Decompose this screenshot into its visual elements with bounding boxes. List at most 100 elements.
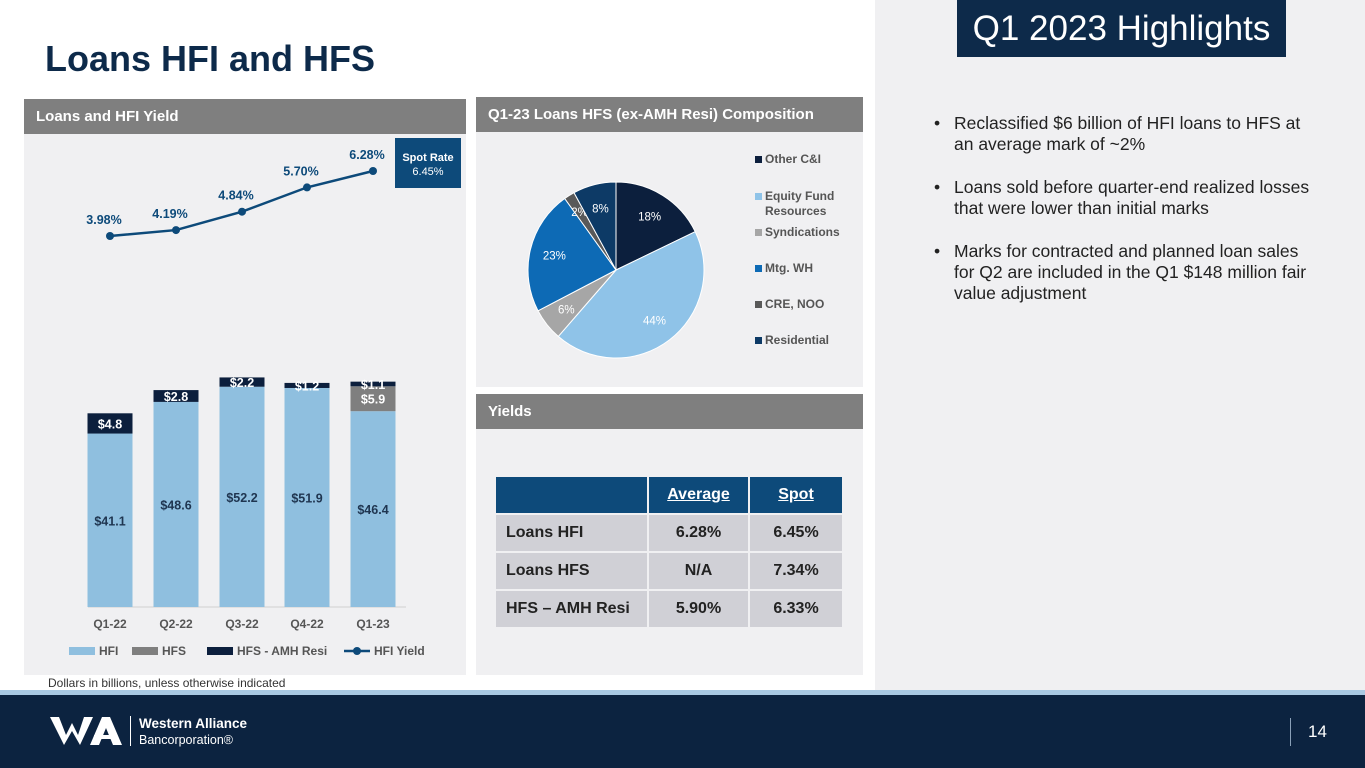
- spot-cell: 7.34%: [750, 553, 842, 589]
- spot-cell: 6.33%: [750, 591, 842, 627]
- row-label: HFS – AMH Resi: [496, 591, 647, 627]
- bar-hfi: [87, 433, 133, 607]
- hfi-yield-point: [303, 183, 311, 192]
- legend-swatch: [132, 647, 158, 655]
- legend-label: Syndications: [765, 225, 840, 239]
- legend-swatch: [755, 265, 762, 272]
- bar-data-label: $51.9: [291, 491, 322, 505]
- bar-data-label: $4.8: [98, 417, 122, 431]
- spot-cell: 6.45%: [750, 515, 842, 551]
- highlight-bullet: Marks for contracted and planned loan sa…: [932, 241, 1317, 304]
- bar-hfs: [350, 386, 396, 412]
- x-tick-label: Q4-22: [290, 617, 324, 631]
- yields-header-spot: Spot: [750, 477, 842, 513]
- legend-swatch: [755, 337, 762, 344]
- highlight-bullet: Reclassified $6 billion of HFI loans to …: [932, 113, 1317, 155]
- bar-data-label: $1.1: [361, 378, 385, 392]
- bar-data-label: $2.8: [164, 390, 188, 404]
- table-row: Loans HFS N/A 7.34%: [496, 553, 842, 589]
- loans-panel-header: Loans and HFI Yield: [24, 99, 466, 134]
- bar-data-label: $1.2: [295, 379, 319, 393]
- loans-bar-chart: $41.1 $4.8 Q1-22 $48.6 $2.8 Q2-22 $52.2 $2.2 Q3-…: [69, 148, 425, 658]
- highlight-bullet: Loans sold before quarter-end realized l…: [932, 177, 1317, 219]
- legend-swatch: [755, 301, 762, 308]
- table-row: HFS – AMH Resi 5.90% 6.33%: [496, 591, 842, 627]
- hfi-yield-label: 4.19%: [152, 207, 187, 221]
- bar-data-label: $5.9: [361, 393, 385, 407]
- average-cell: 5.90%: [649, 591, 748, 627]
- page-number-divider: [1290, 718, 1291, 746]
- bar-hfs-amh-resi: [350, 381, 396, 387]
- pie-slice-mtg-wh: [527, 197, 617, 312]
- bar-hfi: [284, 387, 330, 607]
- page-title: Loans HFI and HFS: [45, 38, 376, 79]
- average-cell: 6.28%: [649, 515, 748, 551]
- legend-swatch: [755, 156, 762, 163]
- bar-hfs-amh-resi: [153, 390, 199, 402]
- company-name-line2: Bancorporation®: [139, 733, 233, 747]
- x-tick-label: Q3-22: [225, 617, 259, 631]
- legend-label: HFI: [99, 644, 118, 658]
- bar-data-label: $46.4: [357, 503, 388, 517]
- legend-label: Residential: [765, 333, 829, 347]
- legend-label: CRE, NOO: [765, 297, 824, 311]
- company-name-line1: Western Alliance: [139, 716, 248, 731]
- legend-label: Other C&I: [765, 152, 821, 166]
- hfi-yield-label: 4.84%: [218, 189, 253, 203]
- pie-slice-label: 44%: [643, 315, 666, 327]
- company-logo-icon: [50, 717, 122, 745]
- x-tick-label: Q1-22: [93, 617, 127, 631]
- pie-slice-label: 6%: [558, 304, 575, 316]
- bar-hfs-amh-resi: [87, 413, 133, 434]
- yields-table-header: Average Spot: [496, 477, 842, 513]
- bar-data-label: $52.2: [226, 491, 257, 505]
- legend-label: HFI Yield: [374, 644, 425, 658]
- bar-hfi: [350, 411, 396, 607]
- footnote: Dollars in billions, unless otherwise in…: [48, 676, 286, 690]
- pie-slice-residential: [573, 181, 617, 271]
- bar-data-label: $2.2: [230, 376, 254, 390]
- yields-header-corner: [496, 477, 647, 513]
- legend-swatch: [755, 193, 762, 200]
- pie-panel-header: Q1-23 Loans HFS (ex-AMH Resi) Compositio…: [476, 97, 863, 132]
- footer: [0, 690, 1365, 768]
- legend-label: Resources: [765, 204, 827, 218]
- logo-divider: [130, 716, 131, 746]
- hfi-yield-line: [109, 169, 374, 238]
- bar-data-label: $41.1: [94, 514, 125, 528]
- bar-hfs-amh-resi: [284, 382, 330, 388]
- hfi-yield-point: [369, 167, 377, 175]
- page-number: 14: [1308, 722, 1327, 741]
- footer-accent-bar: [0, 690, 1365, 695]
- bar-hfi: [153, 401, 199, 607]
- legend-label: HFS - AMH Resi: [237, 644, 327, 658]
- yields-header-average: Average: [649, 477, 748, 513]
- row-label: Loans HFS: [496, 553, 647, 589]
- yields-panel-header: Yields: [476, 394, 863, 429]
- pie-slice-label: 8%: [592, 204, 609, 216]
- hfi-yield-label: 3.98%: [86, 213, 121, 227]
- hfi-yield-point: [238, 207, 246, 216]
- legend-label: HFS: [162, 644, 186, 658]
- bar-hfs-amh-resi: [219, 377, 265, 387]
- highlights-panel: [875, 0, 1365, 690]
- legend-swatch: [755, 229, 762, 236]
- hfi-yield-label: 5.70%: [283, 164, 318, 178]
- legend-swatch: [207, 647, 233, 655]
- x-tick-label: Q1-23: [356, 617, 390, 631]
- pie-slice-label: 23%: [543, 250, 566, 262]
- company-name: Western Alliance Bancorporation®: [139, 716, 247, 748]
- hfi-yield-label: 6.28%: [349, 148, 384, 162]
- legend-label: Mtg. WH: [765, 261, 813, 275]
- pie-slice-equity-fund-resources: [557, 230, 705, 359]
- legend-marker: [353, 647, 361, 655]
- hfi-yield-point: [106, 232, 114, 240]
- yields-table: Average Spot Loans HFI 6.28% 6.45% Loans…: [494, 475, 844, 629]
- pie-slice-other-c-i: [615, 181, 696, 271]
- bar-hfi: [219, 386, 265, 607]
- pie-slice-label: 18%: [638, 211, 661, 223]
- highlights-list: Reclassified $6 billion of HFI loans to …: [932, 113, 1317, 326]
- spot-rate-value: 6.45%: [412, 166, 444, 178]
- hfi-yield-point: [172, 226, 180, 235]
